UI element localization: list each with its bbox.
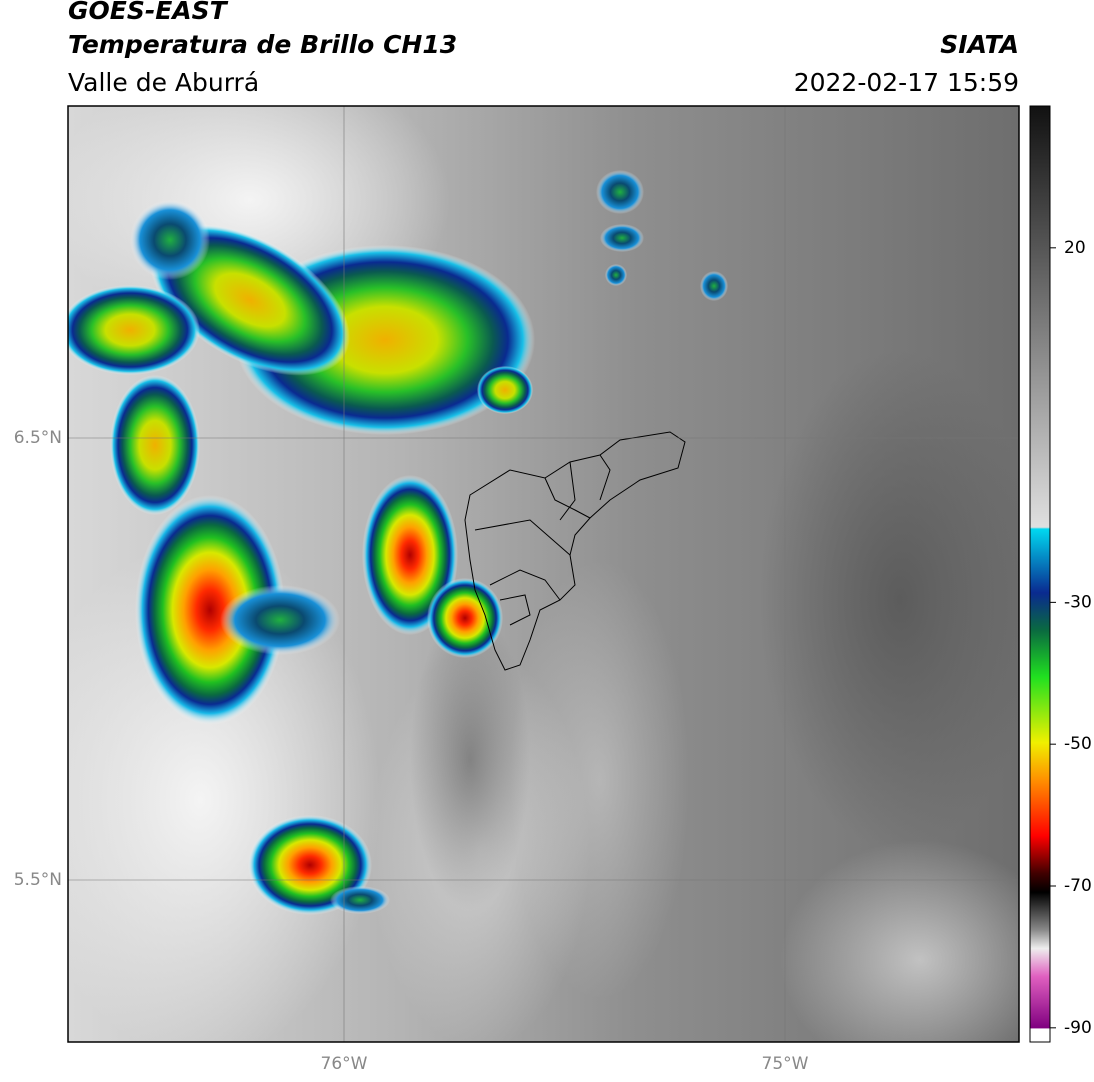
colorbar [1029, 105, 1051, 1043]
lat-label: 6.5°N [14, 428, 62, 448]
title: GOES-EAST [68, 0, 229, 25]
source: SIATA [940, 30, 1019, 59]
satellite-image [68, 106, 1019, 1042]
lon-label: 76°W [321, 1054, 368, 1074]
colorbar-tick-label: 20 [1064, 238, 1086, 258]
lon-label: 75°W [762, 1054, 809, 1074]
colorbar-tick-label: -90 [1064, 1018, 1092, 1038]
lat-label: 5.5°N [14, 870, 62, 890]
datetime: 2022-02-17 15:59 [794, 68, 1019, 97]
map-frame [67, 105, 1020, 1043]
colorbar-tick-label: -30 [1064, 592, 1092, 612]
colorbar-tick-label: -70 [1064, 876, 1092, 896]
subtitle: Temperatura de Brillo CH13 [68, 30, 457, 59]
colorbar-tick-label: -50 [1064, 734, 1092, 754]
region: Valle de Aburrá [68, 68, 259, 97]
